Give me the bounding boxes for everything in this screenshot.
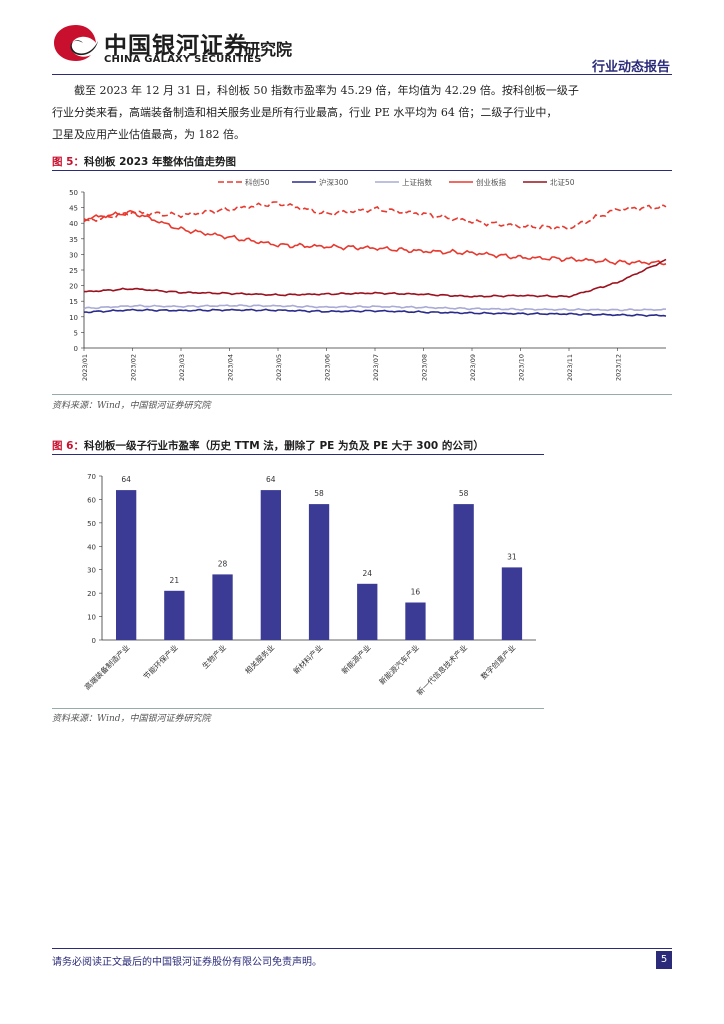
x-tick-label: 2023/11 (566, 354, 574, 381)
y-tick-label: 10 (69, 314, 78, 322)
logo-chinese-name: 中国银河证券 (104, 33, 248, 59)
category-label: 新能源汽车产业 (377, 642, 422, 687)
y-tick-label: 0 (92, 637, 96, 645)
footer-divider (52, 948, 672, 949)
x-tick-label: 2023/04 (227, 354, 235, 381)
category-label: 新能源产业 (339, 642, 373, 676)
legend-label: 北证50 (550, 178, 575, 187)
bar-value-label: 64 (266, 475, 276, 484)
legend-label: 上证指数 (402, 177, 432, 187)
bar-value-label: 64 (121, 475, 131, 484)
bar-value-label: 58 (314, 489, 324, 498)
series-line-5 (84, 258, 667, 298)
header-divider (52, 74, 672, 75)
bar (405, 602, 426, 640)
category-label: 相关服务业 (243, 642, 277, 676)
bar (212, 574, 233, 640)
category-label: 新一代信息技术产业 (414, 642, 469, 697)
category-label: 节能环保产业 (141, 642, 180, 681)
x-tick-label: 2023/05 (275, 354, 283, 381)
legend-label: 创业板指 (476, 177, 506, 187)
figure5-top-rule (52, 170, 672, 171)
x-tick-label: 2023/02 (130, 354, 138, 381)
figure5-label: 图 5： (52, 156, 84, 168)
figure6-top-rule (52, 454, 544, 455)
category-label: 数字创意产业 (478, 642, 517, 681)
x-tick-label: 2023/06 (324, 354, 332, 381)
bar (260, 490, 281, 640)
x-tick-label: 2023/10 (518, 354, 526, 381)
series-line-1 (83, 201, 667, 231)
paragraph-line: 行业分类来看，高端装备制造和相关服务业是所有行业最高，行业 PE 水平均为 64… (52, 106, 558, 119)
bar (164, 590, 185, 640)
y-tick-label: 5 (74, 329, 78, 337)
y-tick-label: 40 (69, 220, 78, 228)
bar-value-label: 31 (507, 552, 517, 561)
y-tick-label: 0 (74, 345, 78, 353)
y-tick-label: 10 (87, 614, 96, 622)
category-label: 新材料产业 (291, 642, 325, 676)
x-tick-label: 2023/12 (615, 354, 623, 381)
bar (453, 504, 474, 640)
figure6-title: 图 6：科创板一级子行业市盈率（历史 TTM 法，删除了 PE 为负及 PE 大… (52, 438, 484, 453)
y-tick-label: 35 (69, 236, 78, 244)
category-label: 高端装备制造产业 (82, 642, 132, 692)
bar (501, 567, 523, 640)
y-tick-label: 30 (87, 567, 96, 575)
figure5-source: 资料来源：Wind，中国银河证券研究院 (52, 401, 211, 411)
figure6-label: 图 6： (52, 440, 84, 452)
page-number: 5 (656, 951, 672, 969)
figure5-title-text: 科创板 2023 年整体估值走势图 (83, 156, 237, 168)
y-tick-label: 50 (87, 520, 96, 528)
x-tick-label: 2023/01 (81, 354, 89, 381)
bar (357, 583, 378, 640)
x-tick-label: 2023/09 (469, 354, 477, 381)
galaxy-logo-icon (54, 25, 98, 61)
series-line-2 (83, 308, 667, 318)
category-label: 生物产业 (200, 642, 229, 671)
y-tick-label: 70 (87, 473, 96, 481)
y-tick-label: 50 (69, 189, 78, 197)
paragraph-line: 卫星及应用产业估值最高，为 182 倍。 (52, 128, 245, 141)
y-tick-label: 40 (87, 543, 96, 551)
y-tick-label: 30 (69, 251, 78, 259)
y-tick-label: 60 (87, 496, 96, 504)
figure6-title-text: 科创板一级子行业市盈率（历史 TTM 法，删除了 PE 为负及 PE 大于 30… (83, 440, 484, 452)
report-type: 行业动态报告 (591, 60, 670, 75)
bar-value-label: 58 (459, 489, 469, 498)
y-tick-label: 25 (69, 267, 78, 275)
paragraph-line: 截至 2023 年 12 月 31 日，科创板 50 指数市盈率为 45.29 … (74, 84, 579, 97)
footer-disclaimer: 请务必阅读正文最后的中国银河证券股份有限公司免责声明。 (52, 957, 322, 968)
series-line-3 (83, 304, 667, 312)
logo-english-name: CHINA GALAXY SECURITIES (104, 54, 262, 65)
series-line-4 (83, 209, 667, 266)
figure5-bottom-rule (52, 394, 672, 395)
bar-value-label: 28 (218, 559, 228, 568)
x-tick-label: 2023/03 (178, 354, 186, 381)
x-tick-label: 2023/07 (372, 354, 380, 381)
figure5-title: 图 5：科创板 2023 年整体估值走势图 (52, 154, 236, 169)
legend-label: 沪深300 (319, 177, 349, 187)
y-tick-label: 20 (69, 283, 78, 291)
bar (308, 504, 330, 640)
bar-value-label: 24 (362, 569, 372, 578)
industry-pe-bar-chart: 0 10 20 30 40 50 60 70 64 高端装备制造产业 21 节能环保产业 28 生物产业 6… (82, 473, 536, 697)
research-institute-label: 研究院 (244, 40, 293, 59)
figure6-bottom-rule (52, 708, 544, 709)
x-tick-label: 2023/08 (421, 354, 429, 381)
y-tick-label: 15 (69, 298, 78, 306)
company-logo (52, 22, 100, 64)
body-paragraph: 截至 2023 年 12 月 31 日，科创板 50 指数市盈率为 45.29 … (52, 80, 672, 146)
legend-label: 科创50 (245, 177, 270, 187)
valuation-line-chart: 0 5 10 15 20 25 30 35 40 45 50 2023/01 2023/02 2023/0… (69, 177, 667, 381)
figure6-source: 资料来源：Wind，中国银河证券研究院 (52, 714, 211, 724)
bar-value-label: 21 (170, 576, 180, 585)
bar-value-label: 16 (411, 588, 421, 597)
bar (116, 490, 137, 640)
y-tick-label: 20 (87, 590, 96, 598)
y-tick-label: 45 (69, 205, 78, 213)
